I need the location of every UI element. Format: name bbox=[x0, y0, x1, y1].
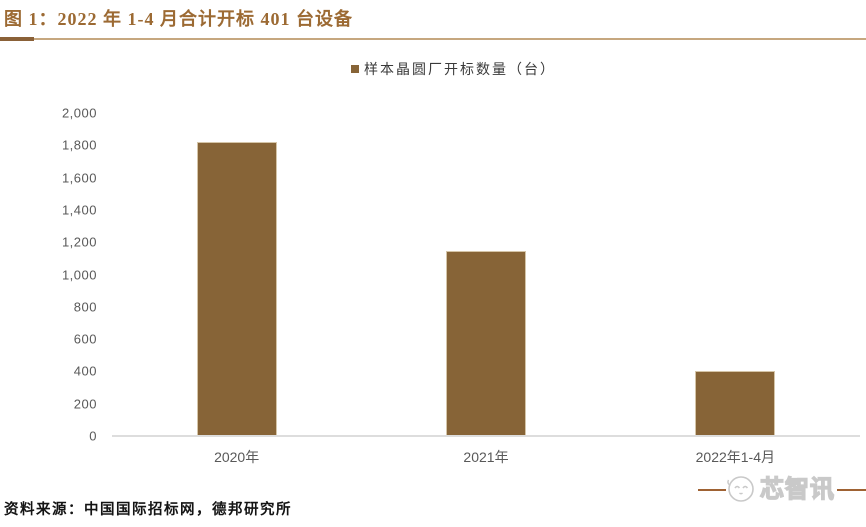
y-axis-tick-label: 200 bbox=[73, 396, 97, 412]
watermark-text: 芯智讯 bbox=[759, 476, 835, 503]
bar bbox=[446, 251, 526, 436]
title-divider-line bbox=[0, 38, 866, 40]
legend-square-icon bbox=[351, 65, 359, 73]
source-note: 资料来源：中国国际招标网，德邦研究所 bbox=[4, 502, 292, 518]
y-axis-tick-label: 1,000 bbox=[61, 267, 97, 282]
y-axis-tick-label: 1,200 bbox=[61, 234, 97, 250]
x-axis-labels: 2020年 2021年 2022年1-4月 bbox=[112, 447, 860, 467]
y-axis-tick-label: 600 bbox=[73, 331, 97, 347]
bar bbox=[196, 142, 277, 436]
y-axis-labels: 0 200 400 600 800 1,000 1,200 1,400 1,600 1,800 2,… bbox=[30, 106, 97, 444]
xinzhixun-chick-icon bbox=[726, 473, 756, 508]
bar bbox=[695, 371, 776, 436]
figure-title: 图 1：2022 年 1-4 月合计开标 401 台设备 bbox=[4, 9, 353, 29]
y-axis-tick-label: 0 bbox=[89, 428, 97, 444]
legend-label: 样本晶圆厂开标数量（台） bbox=[364, 63, 556, 78]
x-axis-line bbox=[112, 435, 860, 437]
x-axis-category-label: 2021年 bbox=[463, 449, 509, 465]
x-axis-category-label: 2020年 bbox=[214, 449, 260, 465]
bars-layer bbox=[112, 113, 860, 436]
y-axis-tick-label: 400 bbox=[73, 363, 97, 379]
y-axis-tick-label: 1,800 bbox=[61, 137, 97, 153]
x-axis-category-label: 2022年1-4月 bbox=[695, 449, 776, 465]
y-axis-tick-label: 800 bbox=[73, 299, 97, 315]
watermark: 芯智讯 bbox=[698, 470, 866, 510]
y-axis-tick-label: 1,600 bbox=[61, 170, 97, 186]
y-axis-tick-label: 2,000 bbox=[61, 105, 97, 121]
title-divider-accent bbox=[0, 37, 34, 41]
watermark-line-left bbox=[698, 489, 726, 491]
y-axis-tick-label: 1,400 bbox=[61, 202, 97, 218]
watermark-line-right bbox=[837, 489, 866, 491]
chart-legend: 样本晶圆厂开标数量（台） bbox=[351, 61, 556, 78]
